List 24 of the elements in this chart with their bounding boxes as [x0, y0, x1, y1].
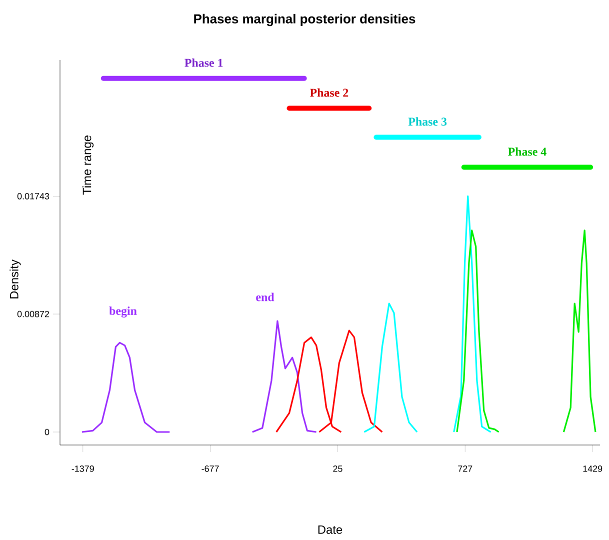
- line-series: [453, 195, 492, 433]
- x-axis-title: Date: [318, 526, 342, 534]
- line-series: [363, 302, 418, 433]
- x-tick-label: 25: [333, 466, 342, 472]
- series-label: Phase 2: [310, 88, 348, 97]
- series-label: Phase 1: [184, 58, 223, 67]
- line-series: [81, 342, 170, 433]
- line-series: [562, 230, 596, 433]
- x-tick-label: 1429: [583, 466, 602, 472]
- chart-title: Phases marginal posterior densities: [194, 14, 416, 26]
- x-tick-label: -1379: [72, 466, 94, 472]
- annotation: end: [256, 292, 274, 302]
- x-tick-label: 727: [458, 466, 472, 472]
- x-tick-label: -677: [202, 466, 219, 472]
- line-series: [252, 320, 318, 433]
- y-tick-label: 0.00872: [17, 310, 50, 318]
- y-tick-label: 0: [44, 428, 50, 436]
- y-axis-title: Density: [10, 260, 21, 298]
- annotation: Time range: [82, 136, 94, 195]
- annotation: begin: [109, 306, 137, 318]
- y-tick-label: 0.01743: [17, 193, 50, 200]
- line-series: [456, 230, 500, 433]
- series-label: Phase 4: [508, 147, 546, 156]
- series-label: Phase 3: [408, 117, 447, 126]
